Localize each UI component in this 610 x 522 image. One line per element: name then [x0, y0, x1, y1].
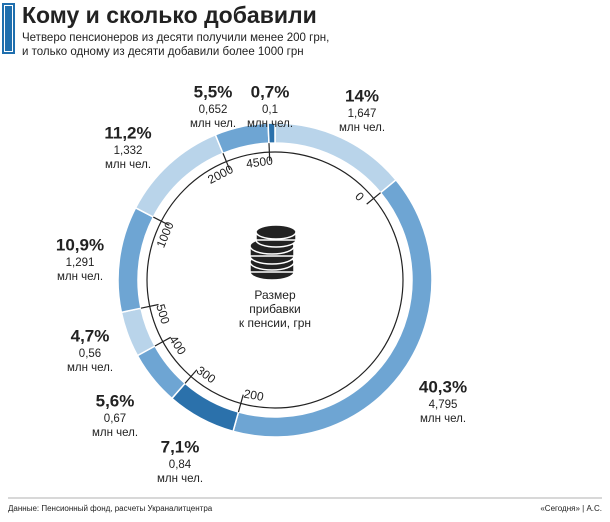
unit-label: млн чел.: [420, 413, 466, 425]
unit-label: млн чел.: [67, 362, 113, 374]
unit-label: млн чел.: [105, 159, 151, 171]
unit-label: млн чел.: [92, 427, 138, 439]
unit-label: млн чел.: [339, 122, 385, 134]
percent-label: 4,7%: [71, 326, 110, 345]
credit: «Сегодня» | А.С.: [540, 504, 602, 513]
percent-label: 40,3%: [419, 377, 467, 396]
scale-circle: [146, 151, 404, 409]
scale-tick: [140, 303, 159, 309]
center-label: Размер: [254, 288, 296, 302]
count-label: 0,652: [199, 104, 228, 116]
scale-tick: [237, 394, 244, 413]
scale-tick: [154, 336, 172, 347]
title-marker: [5, 6, 12, 51]
unit-label: млн чел.: [157, 473, 203, 485]
center-label: прибавки: [249, 302, 300, 316]
title: Кому и сколько добавили: [22, 2, 317, 28]
scale-tick: [153, 216, 170, 226]
unit-label: млн чел.: [190, 118, 236, 130]
scale-tick: [184, 369, 198, 384]
scale-tick: [366, 192, 381, 205]
percent-label: 7,1%: [161, 437, 200, 456]
count-label: 0,56: [79, 348, 101, 360]
center-label: к пенсии, грн: [239, 316, 311, 330]
unit-label: млн чел.: [57, 271, 103, 283]
coins-icon: [249, 224, 297, 281]
percent-label: 11,2%: [104, 123, 151, 142]
scale-label: 4500: [245, 153, 274, 170]
count-label: 4,795: [429, 399, 458, 411]
percent-label: 0,7%: [251, 82, 290, 101]
count-label: 0,1: [262, 104, 278, 116]
scale-tick: [222, 153, 231, 171]
scale-label: 500: [153, 302, 172, 326]
count-label: 1,332: [114, 145, 143, 157]
subtitle-line: и только одному из десяти добавили более…: [22, 46, 304, 58]
count-label: 1,647: [348, 108, 377, 120]
unit-label: млн чел.: [247, 118, 293, 130]
percent-label: 14%: [345, 86, 379, 105]
scale-label: 200: [243, 387, 266, 404]
source: Данные: Пенсионный фонд, расчеты Укранал…: [8, 504, 213, 513]
percent-label: 5,5%: [194, 82, 233, 101]
scale-tick: [268, 143, 271, 162]
count-label: 0,67: [104, 413, 126, 425]
count-label: 1,291: [66, 257, 95, 269]
subtitle-line: Четверо пенсионеров из десяти получили м…: [22, 32, 329, 44]
percent-label: 5,6%: [96, 391, 135, 410]
count-label: 0,84: [169, 459, 192, 471]
percent-label: 10,9%: [56, 235, 104, 254]
